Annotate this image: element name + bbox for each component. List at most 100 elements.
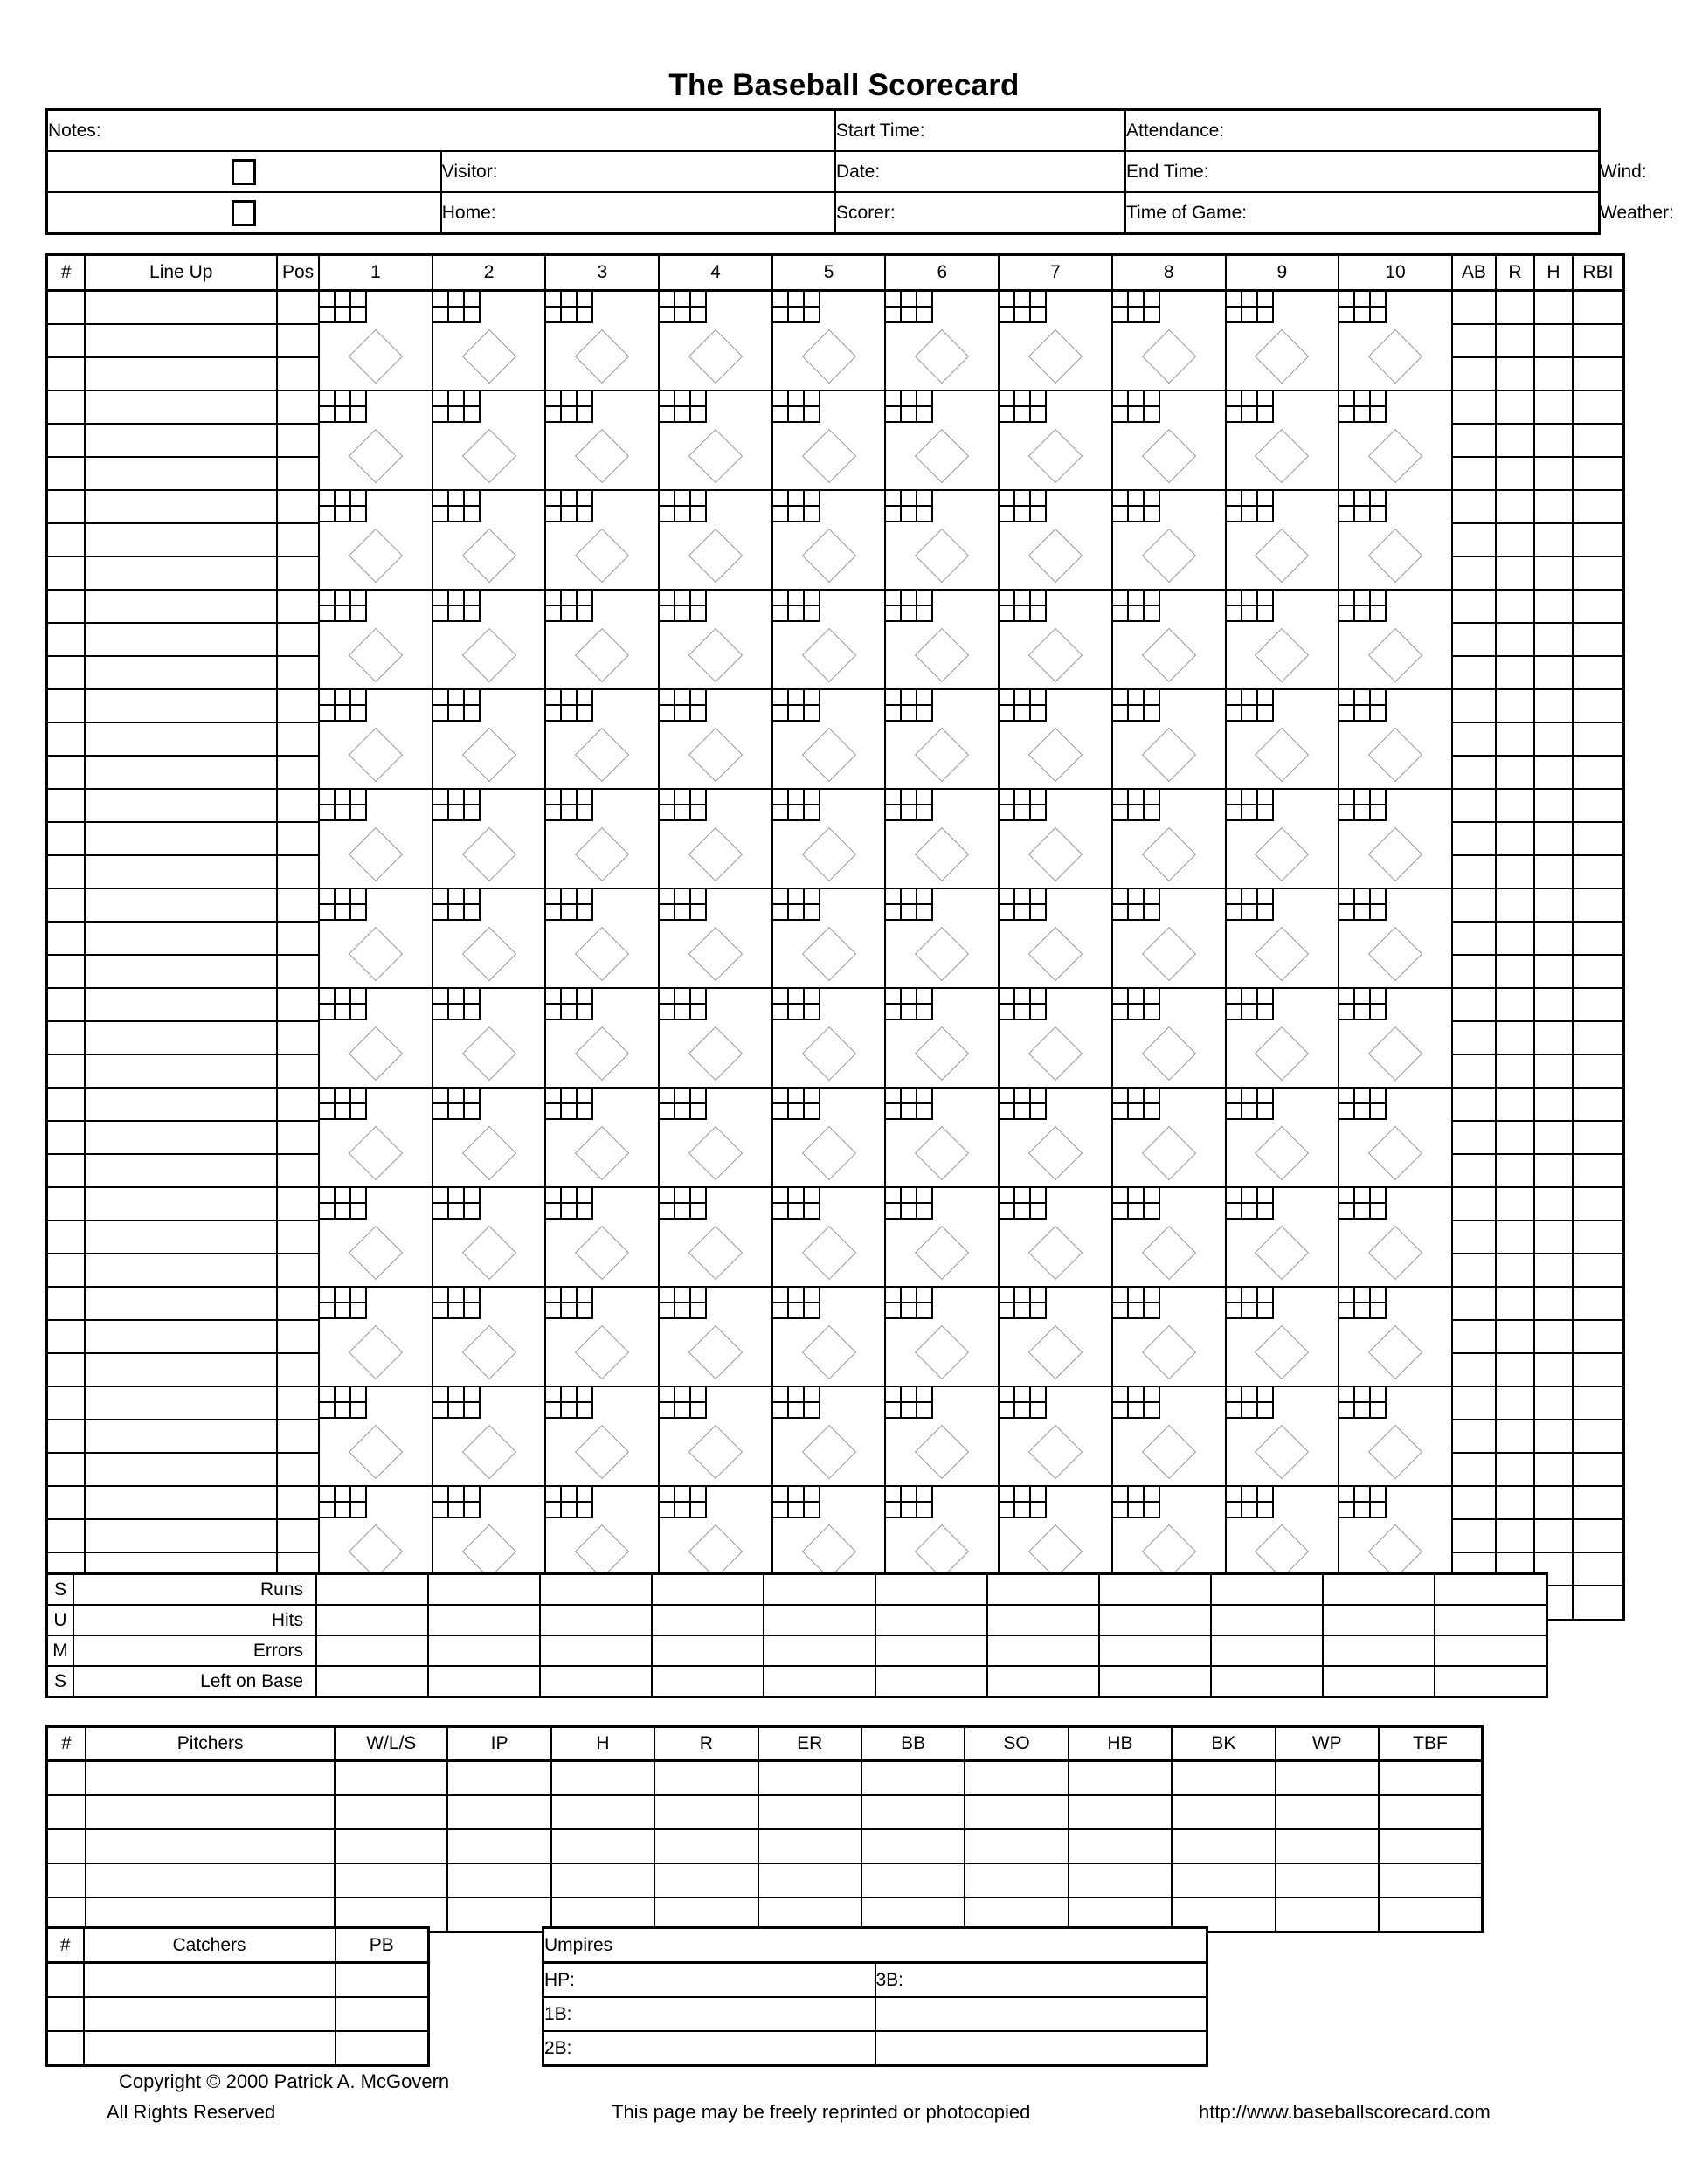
- ball-strike-boxes[interactable]: [660, 889, 708, 921]
- base-diamond-icon[interactable]: [1367, 926, 1423, 982]
- stat-cell-rbi[interactable]: [1571, 755, 1625, 790]
- count-box[interactable]: [1144, 805, 1160, 821]
- count-box[interactable]: [578, 889, 594, 905]
- count-box[interactable]: [886, 1387, 903, 1403]
- count-box[interactable]: [1128, 407, 1145, 423]
- count-box[interactable]: [1226, 1005, 1242, 1020]
- count-box[interactable]: [546, 1089, 563, 1104]
- inning-cell-10[interactable]: [1338, 1186, 1453, 1288]
- pitchers-cell[interactable]: [964, 1863, 1069, 1898]
- count-box[interactable]: [1257, 805, 1274, 821]
- count-box[interactable]: [464, 790, 481, 805]
- stat-cell-h[interactable]: [1532, 489, 1574, 524]
- count-box[interactable]: [1031, 407, 1048, 423]
- count-box[interactable]: [691, 1303, 708, 1319]
- stat-cell-rbi[interactable]: [1571, 1386, 1625, 1420]
- count-box[interactable]: [902, 292, 918, 308]
- count-box[interactable]: [1000, 1387, 1016, 1403]
- count-box[interactable]: [464, 1403, 481, 1419]
- stat-cell-r[interactable]: [1495, 755, 1535, 790]
- count-box[interactable]: [432, 407, 449, 423]
- sums-value-cell[interactable]: [1098, 1604, 1212, 1636]
- pitchers-cell[interactable]: [1377, 1863, 1484, 1898]
- sums-value-cell[interactable]: [875, 1635, 988, 1667]
- count-box[interactable]: [660, 905, 676, 921]
- stat-cell-h[interactable]: [1532, 1220, 1574, 1254]
- count-box[interactable]: [1112, 292, 1129, 308]
- stat-cell-ab[interactable]: [1450, 888, 1498, 923]
- count-box[interactable]: [1112, 606, 1129, 622]
- inning-cell-1[interactable]: [318, 1286, 433, 1387]
- count-box[interactable]: [448, 1204, 465, 1220]
- count-box[interactable]: [432, 805, 449, 821]
- inning-cell-9[interactable]: [1224, 1386, 1340, 1487]
- base-diamond-icon[interactable]: [1255, 1524, 1310, 1579]
- count-box[interactable]: [902, 889, 918, 905]
- count-box[interactable]: [320, 1288, 336, 1303]
- sums-value-cell[interactable]: [651, 1665, 764, 1698]
- count-box[interactable]: [1371, 606, 1387, 622]
- lineup-pos-cell[interactable]: [276, 722, 321, 757]
- lineup-pos-cell[interactable]: [276, 1186, 321, 1221]
- count-box[interactable]: [902, 706, 918, 722]
- count-box[interactable]: [351, 1089, 368, 1104]
- count-box[interactable]: [1339, 292, 1356, 308]
- count-box[interactable]: [1015, 1104, 1032, 1120]
- count-box[interactable]: [320, 1387, 336, 1403]
- base-diamond-icon[interactable]: [688, 727, 744, 783]
- count-box[interactable]: [546, 1503, 563, 1518]
- inning-cell-3[interactable]: [544, 987, 661, 1089]
- count-box[interactable]: [1144, 989, 1160, 1005]
- count-box[interactable]: [675, 1403, 692, 1419]
- base-diamond-icon[interactable]: [575, 727, 630, 783]
- count-box[interactable]: [902, 391, 918, 407]
- sums-value-cell[interactable]: [427, 1665, 541, 1698]
- sums-value-cell[interactable]: [1210, 1572, 1324, 1606]
- count-box[interactable]: [1031, 308, 1048, 323]
- lineup-pos-cell[interactable]: [276, 589, 321, 624]
- base-diamond-icon[interactable]: [1255, 727, 1310, 783]
- lineup-name-cell[interactable]: [84, 655, 279, 690]
- base-diamond-icon[interactable]: [575, 1125, 630, 1181]
- inning-cell-7[interactable]: [998, 1286, 1113, 1387]
- ball-strike-boxes[interactable]: [1112, 690, 1160, 722]
- inning-cell-4[interactable]: [658, 1485, 773, 1586]
- stat-cell-rbi[interactable]: [1571, 423, 1625, 458]
- inning-cell-8[interactable]: [1110, 888, 1227, 989]
- lineup-pos-cell[interactable]: [276, 1352, 321, 1387]
- count-box[interactable]: [1339, 1204, 1356, 1220]
- ball-strike-boxes[interactable]: [772, 790, 820, 821]
- count-box[interactable]: [578, 1403, 594, 1419]
- stat-cell-h[interactable]: [1532, 289, 1574, 325]
- count-box[interactable]: [691, 292, 708, 308]
- inning-cell-5[interactable]: [771, 289, 887, 391]
- lineup-name-cell[interactable]: [84, 1419, 279, 1454]
- base-diamond-icon[interactable]: [688, 1225, 744, 1281]
- count-box[interactable]: [464, 606, 481, 622]
- count-box[interactable]: [546, 1487, 563, 1503]
- count-box[interactable]: [804, 1387, 820, 1403]
- count-box[interactable]: [1371, 1403, 1387, 1419]
- count-box[interactable]: [1112, 491, 1129, 507]
- count-box[interactable]: [578, 391, 594, 407]
- inning-cell-10[interactable]: [1338, 1485, 1453, 1586]
- stat-cell-ab[interactable]: [1450, 1186, 1498, 1221]
- ball-strike-boxes[interactable]: [1226, 391, 1274, 423]
- inning-cell-5[interactable]: [771, 788, 887, 889]
- count-box[interactable]: [1031, 690, 1048, 706]
- count-box[interactable]: [320, 989, 336, 1005]
- count-box[interactable]: [1144, 507, 1160, 522]
- count-box[interactable]: [804, 606, 820, 622]
- count-box[interactable]: [562, 1503, 578, 1518]
- count-box[interactable]: [448, 1387, 465, 1403]
- count-box[interactable]: [917, 1403, 934, 1419]
- count-box[interactable]: [1339, 1503, 1356, 1518]
- stat-cell-ab[interactable]: [1450, 755, 1498, 790]
- count-box[interactable]: [917, 1089, 934, 1104]
- inning-cell-3[interactable]: [544, 1186, 661, 1288]
- count-box[interactable]: [675, 1104, 692, 1120]
- count-box[interactable]: [320, 790, 336, 805]
- ball-strike-boxes[interactable]: [886, 989, 934, 1020]
- count-box[interactable]: [1355, 805, 1372, 821]
- base-diamond-icon[interactable]: [348, 528, 404, 584]
